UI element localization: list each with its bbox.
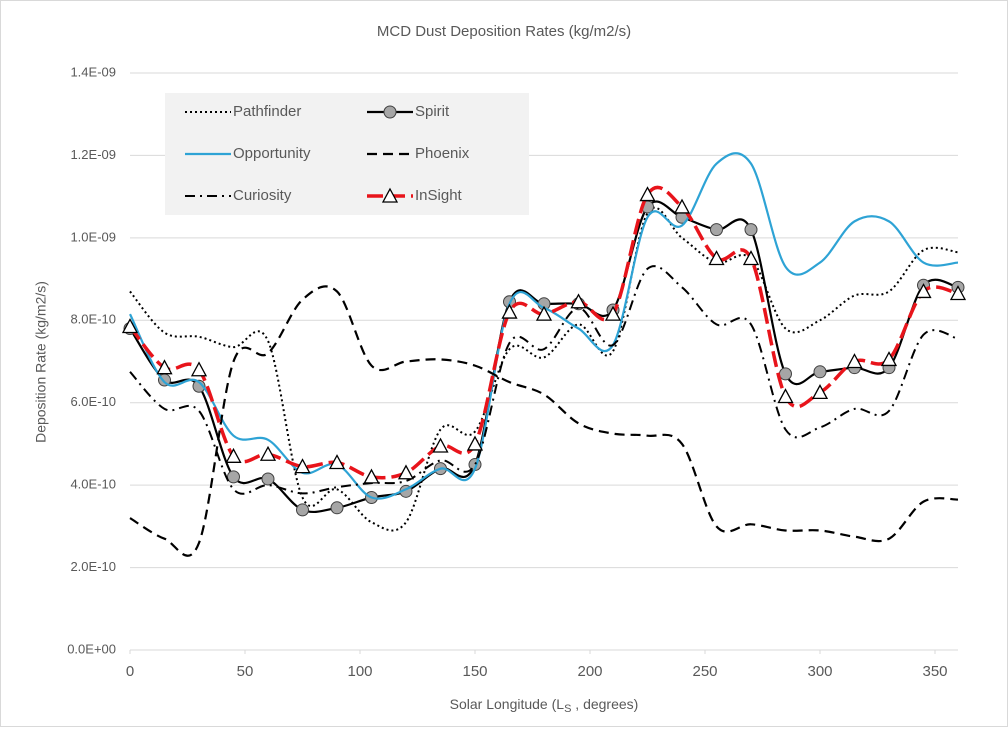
y-tick-label: 4.0E-10 (70, 477, 116, 492)
marker (811, 384, 829, 400)
legend-label: Pathfinder (233, 103, 301, 120)
marker (294, 458, 311, 474)
marker (261, 472, 275, 486)
x-tick-label: 200 (577, 663, 602, 680)
marker (779, 367, 792, 381)
y-tick-label: 1.4E-09 (70, 64, 116, 79)
marker (744, 223, 758, 237)
marker (742, 250, 760, 266)
x-tick-label: 300 (807, 663, 832, 680)
marker (121, 318, 139, 334)
legend: Pathfinder Spirit Opportunity Phoenix Curios… (165, 93, 529, 215)
marker (328, 454, 346, 470)
x-tick-label: 100 (347, 663, 372, 680)
marker (949, 285, 967, 301)
marker (296, 503, 309, 517)
x-axis-label-sub: S (564, 703, 571, 715)
x-axis-label: Solar Longitude (LS , degrees) (450, 696, 639, 715)
marker (363, 468, 380, 484)
x-tick-label: 350 (922, 663, 947, 680)
x-tick-label: 250 (692, 663, 717, 680)
x-axis-label-part: , degrees) (571, 696, 638, 712)
y-tick-label: 1.0E-09 (70, 229, 116, 244)
marker (466, 435, 484, 451)
marker (710, 223, 723, 237)
marker (639, 186, 656, 202)
marker (570, 293, 587, 309)
x-tick-label: 150 (462, 663, 487, 680)
marker (880, 351, 898, 367)
legend-label: Spirit (415, 103, 450, 120)
marker (330, 501, 344, 515)
legend-label: Curiosity (233, 187, 292, 204)
y-tick-label: 1.2E-09 (70, 147, 116, 162)
y-tick-label: 6.0E-10 (70, 394, 116, 409)
marker (190, 361, 208, 377)
marker (915, 283, 932, 299)
marker (227, 470, 240, 484)
marker (604, 305, 622, 321)
marker (846, 353, 863, 369)
marker (708, 250, 725, 266)
marker (535, 305, 553, 321)
series-line (129, 206, 959, 532)
y-axis-label: Deposition Rate (kg/m2/s) (33, 281, 49, 443)
y-tick-label: 2.0E-10 (70, 559, 116, 574)
marker (156, 359, 173, 375)
x-tick-label: 0 (126, 663, 134, 680)
series-line (129, 285, 959, 557)
marker (259, 445, 277, 461)
y-tick-label: 8.0E-10 (70, 312, 116, 327)
y-tick-label: 0.0E+00 (67, 641, 116, 656)
legend-marker (381, 187, 399, 203)
marker (673, 198, 691, 214)
series-line (129, 265, 959, 495)
marker (501, 303, 518, 319)
marker (432, 437, 449, 453)
marker (192, 379, 206, 393)
marker (397, 464, 415, 480)
x-tick-label: 50 (237, 663, 254, 680)
marker (813, 365, 827, 379)
legend-marker (383, 105, 397, 119)
legend-label: Opportunity (233, 145, 311, 162)
x-axis-label-part: Solar Longitude (L (450, 696, 565, 712)
chart-title: MCD Dust Deposition Rates (kg/m2/s) (377, 23, 631, 40)
plot-lines (121, 152, 967, 557)
legend-label: Phoenix (415, 145, 470, 162)
marker (777, 388, 794, 404)
marker (225, 447, 242, 463)
legend-label: InSight (415, 187, 463, 204)
